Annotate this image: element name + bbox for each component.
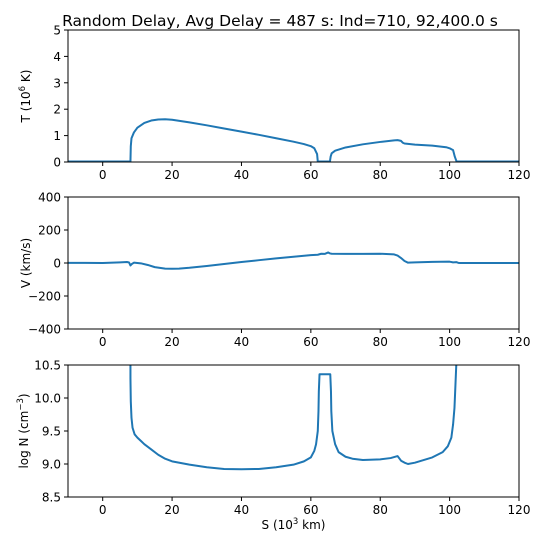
velocity-xtick-label: 20	[164, 335, 179, 349]
temperature-ylabel-tail: K)	[19, 70, 33, 86]
temperature-ylabel-sup: 6	[18, 86, 28, 91]
density-xlabel-main: S (10	[262, 518, 293, 532]
velocity-ylabel-main: V (km/s)	[19, 238, 33, 288]
velocity-xtick-label: 0	[99, 335, 107, 349]
density-series-line	[129, 365, 458, 471]
velocity-ytick-label: −400	[28, 323, 61, 337]
density-ylabel-main: log N (cm	[17, 411, 31, 469]
velocity-xtick-label: 120	[508, 335, 531, 349]
temperature-xtick-label: 120	[508, 168, 531, 182]
temperature-ylabel-main: T (10	[19, 91, 33, 123]
density-ytick-label: 10.5	[34, 359, 61, 373]
temperature-ytick-label: 1	[53, 129, 61, 143]
density-xlabel-sup: 3	[293, 517, 298, 527]
velocity-series-line	[68, 251, 519, 270]
density-xtick-label: 0	[99, 503, 107, 517]
density-xtick-label: 20	[164, 503, 179, 517]
velocity-ytick-label: 200	[38, 224, 61, 238]
density-xtick-label: 80	[373, 503, 388, 517]
temperature-ytick-label: 2	[53, 103, 61, 117]
velocity-xtick-label: 80	[373, 335, 388, 349]
density-ytick-label: 9.5	[42, 425, 61, 439]
density-xtick-label: 60	[303, 503, 318, 517]
temperature-xtick-label: 20	[164, 168, 179, 182]
temperature-series-line	[68, 118, 519, 162]
density-ylabel: log N (cm−3)	[16, 393, 31, 468]
temperature-ytick-label: 0	[53, 156, 61, 170]
velocity-ytick-label: 0	[53, 257, 61, 271]
density-ylabel-sup: −3	[16, 398, 26, 411]
temperature-xtick-label: 100	[438, 168, 461, 182]
temperature-ytick-label: 4	[53, 50, 61, 64]
temperature-ylabel: T (106 K)	[18, 70, 33, 124]
density-xtick-label: 40	[234, 503, 249, 517]
temperature-xtick-label: 80	[373, 168, 388, 182]
velocity-ylabel: V (km/s)	[19, 238, 33, 288]
density-ytick-label: 10.0	[34, 392, 61, 406]
velocity-ytick-label: 400	[38, 191, 61, 205]
velocity-xtick-label: 100	[438, 335, 461, 349]
velocity-panel: 0 20 40 60 80 100 120 −400 −200 0 200 400 V (km/s)	[19, 191, 530, 350]
density-xlabel: S (103 km)	[262, 517, 326, 532]
density-xlabel-tail: km)	[298, 518, 325, 532]
temperature-xtick-label: 40	[234, 168, 249, 182]
temperature-xtick-label: 0	[99, 168, 107, 182]
density-panel: 0 20 40 60 80 100 120 8.5 9.0 9.5 10.0 10.5 log N (c…	[16, 359, 531, 533]
density-ylabel-tail: )	[17, 393, 31, 398]
temperature-ytick-label: 5	[53, 24, 61, 38]
temperature-axes-frame	[67, 29, 520, 163]
density-ytick-label: 8.5	[42, 491, 61, 505]
density-xtick-label: 100	[438, 503, 461, 517]
temperature-panel: 0 20 40 60 80 100 120 0 1 2 3 4 5 T (106 K)	[18, 24, 530, 183]
figure-title: Random Delay, Avg Delay = 487 s: Ind=710…	[62, 12, 498, 30]
velocity-ytick-label: −200	[28, 290, 61, 304]
temperature-ytick-label: 3	[53, 76, 61, 90]
velocity-xtick-label: 60	[303, 335, 318, 349]
velocity-xtick-label: 40	[234, 335, 249, 349]
temperature-xtick-label: 60	[303, 168, 318, 182]
density-ytick-label: 9.0	[42, 458, 61, 472]
density-xtick-label: 120	[508, 503, 531, 517]
